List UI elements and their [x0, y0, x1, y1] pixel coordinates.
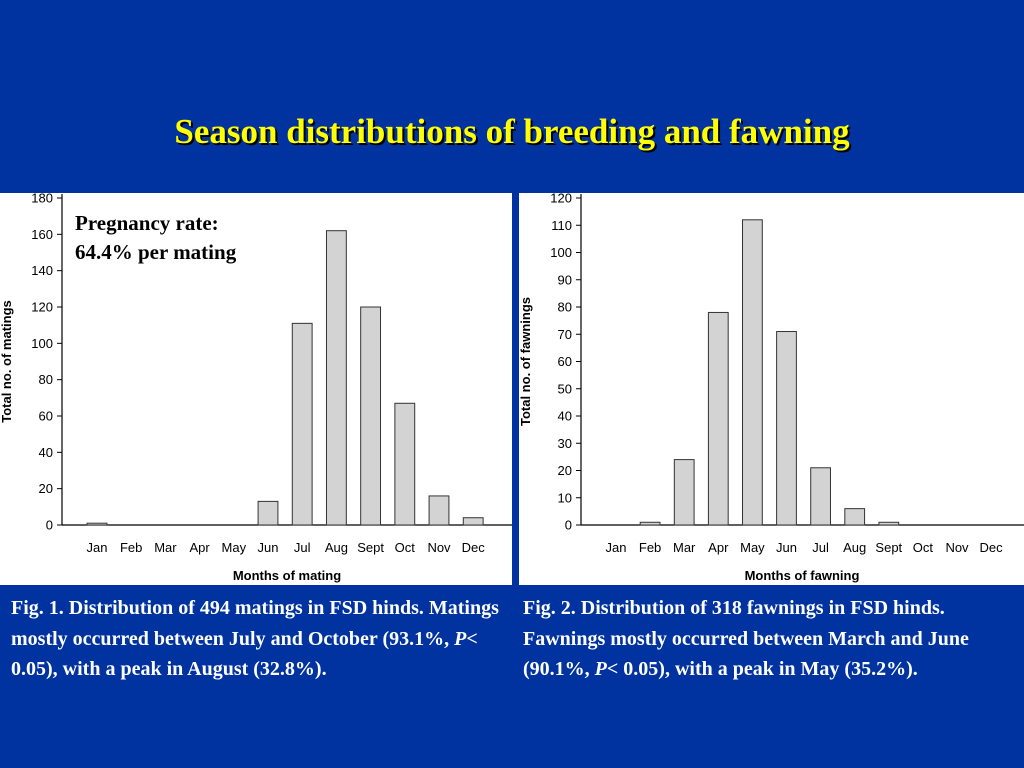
caption-2-lead: Fig. 2. Distribution of 318 fawnings in … — [523, 597, 969, 680]
x-tick-label: Jul — [294, 540, 311, 555]
caption-1-lead: Fig. 1. Distribution of 494 matings in F… — [11, 597, 499, 650]
bar-mar — [673, 459, 695, 526]
x-tick-label: Sept — [357, 540, 384, 555]
y-tick-label: 40 — [558, 409, 572, 424]
bar-dec — [462, 517, 484, 526]
pregnancy-rate-note: Pregnancy rate: 64.4% per mating — [75, 209, 236, 267]
x-tick-label: Sept — [875, 540, 902, 555]
y-tick-label: 100 — [550, 245, 572, 260]
y-tick-label: 120 — [31, 300, 53, 315]
fawnings-chart-panel: 0 10 20 30 40 50 60 70 80 90 100 110 120 Jan Feb Mar Apr… — [519, 193, 1024, 585]
y-tick-label: 0 — [565, 518, 572, 533]
y-tick-label: 90 — [558, 272, 572, 287]
x-tick-label: Aug — [325, 540, 348, 555]
x-axis-label: Months of mating — [233, 568, 341, 583]
caption-2-p-symbol: P — [594, 658, 607, 680]
bar-aug — [325, 230, 347, 526]
x-tick-label: Jan — [606, 540, 627, 555]
x-tick-label: Mar — [154, 540, 177, 555]
x-tick-label: Dec — [980, 540, 1004, 555]
y-tick-label: 80 — [39, 372, 53, 387]
bar-jul — [291, 322, 313, 526]
bar-jun — [257, 500, 279, 526]
caption-2-tail: < 0.05), with a peak in May (35.2%). — [606, 658, 918, 680]
y-tick-label: 40 — [39, 445, 53, 460]
caption-1-p-symbol: P — [454, 627, 467, 650]
x-tick-label: Jan — [87, 540, 108, 555]
fawnings-bar-chart: 0 10 20 30 40 50 60 70 80 90 100 110 120 Jan Feb Mar Apr… — [519, 193, 1024, 583]
x-tick-label: Dec — [462, 540, 486, 555]
x-tick-label: Aug — [843, 540, 866, 555]
bar-may — [742, 219, 763, 526]
bar-jul — [810, 467, 831, 526]
y-tick-label: 60 — [558, 354, 572, 369]
x-tick-label: Oct — [395, 540, 416, 555]
figure-1-caption: Fig. 1. Distribution of 494 matings in F… — [11, 593, 511, 685]
bar-jun — [776, 331, 797, 526]
y-tick-label: 160 — [31, 227, 53, 242]
x-tick-label: Feb — [639, 540, 661, 555]
y-axis-label: Total no. of fawnings — [519, 297, 533, 426]
x-tick-label: Jun — [776, 540, 797, 555]
caption-1-tail: < 0.05), with a peak in August (32.8%). — [11, 627, 478, 681]
x-tick-label: Nov — [427, 540, 451, 555]
y-tick-label: 60 — [39, 409, 53, 424]
x-tick-label: Apr — [708, 540, 729, 555]
y-tick-label: 0 — [46, 518, 53, 533]
x-tick-label: Oct — [913, 540, 934, 555]
slide-title: Season distributions of breeding and faw… — [174, 112, 850, 151]
pregnancy-rate-value: 64.4% per mating — [75, 240, 237, 264]
x-tick-label: Apr — [189, 540, 210, 555]
x-tick-label: Feb — [120, 540, 142, 555]
y-tick-label: 20 — [558, 463, 572, 478]
x-axis-label: Months of fawning — [745, 568, 860, 583]
matings-chart-panel: 0 20 40 60 80 100 120 140 160 180 Jan Feb Mar Apr May J… — [0, 193, 512, 585]
y-tick-label: 140 — [31, 263, 53, 278]
y-tick-label: 50 — [558, 381, 572, 396]
y-tick-label: 180 — [31, 193, 53, 206]
x-tick-label: Jun — [258, 540, 279, 555]
x-tick-label: Nov — [945, 540, 969, 555]
y-tick-label: 30 — [558, 436, 572, 451]
y-tick-label: 100 — [31, 336, 53, 351]
pregnancy-rate-label: Pregnancy rate: — [75, 211, 219, 235]
bar-sept — [878, 521, 900, 526]
x-tick-label: May — [740, 540, 765, 555]
bar-oct — [394, 402, 416, 526]
x-tick-label: Mar — [673, 540, 696, 555]
matings-bar-chart: 0 20 40 60 80 100 120 140 160 180 Jan Feb Mar Apr May J… — [0, 193, 512, 583]
y-tick-label: 70 — [558, 327, 572, 342]
bar-sept — [360, 306, 382, 526]
y-tick-label: 110 — [551, 218, 572, 233]
x-tick-label: May — [222, 540, 247, 555]
y-tick-label: 20 — [39, 481, 53, 496]
bar-feb — [639, 521, 661, 526]
y-tick-label: 80 — [558, 300, 572, 315]
bar-jan — [86, 522, 108, 526]
y-axis-label: Total no. of matings — [0, 300, 14, 423]
bar-nov — [428, 495, 450, 526]
y-tick-label: 120 — [550, 193, 572, 206]
x-tick-label: Jul — [812, 540, 829, 555]
figure-2-caption: Fig. 2. Distribution of 318 fawnings in … — [523, 593, 1013, 685]
bar-aug — [844, 508, 866, 526]
bar-apr — [707, 311, 729, 526]
y-tick-label: 10 — [558, 490, 572, 505]
